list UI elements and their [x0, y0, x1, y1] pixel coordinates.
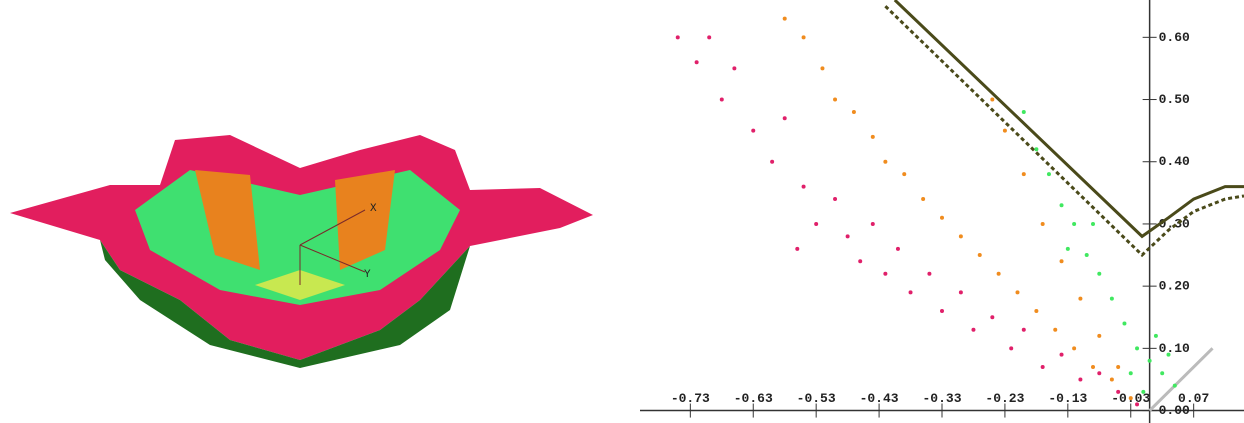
- y-tick-label: 0.20: [1159, 279, 1190, 294]
- point: [732, 66, 736, 70]
- point: [720, 98, 724, 102]
- point: [1122, 321, 1126, 325]
- point: [751, 129, 755, 133]
- point: [1167, 353, 1171, 357]
- point: [1022, 110, 1026, 114]
- point: [676, 35, 680, 39]
- point: [1085, 253, 1089, 257]
- point: [997, 272, 1001, 276]
- point: [940, 216, 944, 220]
- point: [1003, 129, 1007, 133]
- point: [1129, 396, 1133, 400]
- x-tick-label: -0.43: [860, 391, 899, 406]
- point: [1097, 272, 1101, 276]
- point: [783, 17, 787, 21]
- point: [1116, 390, 1120, 394]
- point: [820, 66, 824, 70]
- point: [707, 35, 711, 39]
- point: [1060, 353, 1064, 357]
- point: [896, 247, 900, 251]
- y-tick-label: 0.60: [1159, 30, 1190, 45]
- x-tick-label: -0.33: [922, 391, 961, 406]
- point: [1022, 172, 1026, 176]
- point: [1110, 297, 1114, 301]
- point: [1097, 371, 1101, 375]
- x-tick-label: -0.23: [985, 391, 1024, 406]
- point: [1129, 371, 1133, 375]
- x-tick-label: -0.13: [1048, 391, 1087, 406]
- point: [1041, 222, 1045, 226]
- point: [770, 160, 774, 164]
- point: [1141, 390, 1145, 394]
- point: [990, 98, 994, 102]
- point: [1034, 147, 1038, 151]
- point: [833, 197, 837, 201]
- point: [1116, 365, 1120, 369]
- point: [1091, 222, 1095, 226]
- point: [833, 98, 837, 102]
- point: [695, 60, 699, 64]
- point: [1022, 328, 1026, 332]
- y-tick-label: 0.10: [1159, 341, 1190, 356]
- point: [858, 259, 862, 263]
- point: [795, 247, 799, 251]
- point: [940, 309, 944, 313]
- point: [1060, 203, 1064, 207]
- point: [902, 172, 906, 176]
- point: [1053, 328, 1057, 332]
- y-tick-label: 0.50: [1159, 92, 1190, 107]
- point: [1135, 402, 1139, 406]
- point: [802, 35, 806, 39]
- point: [1047, 172, 1051, 176]
- point: [871, 222, 875, 226]
- point: [871, 135, 875, 139]
- point: [1091, 365, 1095, 369]
- point: [1060, 259, 1064, 263]
- point: [1041, 365, 1045, 369]
- point: [927, 272, 931, 276]
- point: [1135, 346, 1139, 350]
- point: [1072, 222, 1076, 226]
- x-tick-label: -0.63: [734, 391, 773, 406]
- point: [990, 315, 994, 319]
- chart: -0.73-0.63-0.53-0.43-0.33-0.23-0.13-0.03…: [640, 0, 1244, 423]
- point: [1066, 247, 1070, 251]
- point: [1160, 371, 1164, 375]
- point: [921, 197, 925, 201]
- screen: X Y -0.73-0.63-0.53-0.43-0.33-0.23-0.13-…: [0, 0, 1244, 423]
- point: [783, 116, 787, 120]
- point: [1078, 297, 1082, 301]
- point: [909, 290, 913, 294]
- point: [883, 160, 887, 164]
- point: [1148, 359, 1152, 363]
- point: [852, 110, 856, 114]
- point: [1078, 377, 1082, 381]
- point: [883, 272, 887, 276]
- point: [1009, 346, 1013, 350]
- point: [1016, 290, 1020, 294]
- point: [814, 222, 818, 226]
- point: [978, 253, 982, 257]
- point: [1072, 346, 1076, 350]
- axis-label: Y: [364, 269, 371, 281]
- y-tick-label: 0.40: [1159, 154, 1190, 169]
- point: [959, 234, 963, 238]
- point: [959, 290, 963, 294]
- point: [1110, 377, 1114, 381]
- y-tick-label: 0.00: [1159, 403, 1190, 418]
- point: [802, 185, 806, 189]
- point: [846, 234, 850, 238]
- point: [1173, 384, 1177, 388]
- x-tick-label: -0.73: [671, 391, 710, 406]
- limit-curve: [895, 0, 1244, 236]
- part-render: X Y: [0, 0, 630, 423]
- point: [971, 328, 975, 332]
- point: [1034, 309, 1038, 313]
- axis-label: X: [370, 203, 377, 215]
- point: [1097, 334, 1101, 338]
- point: [1154, 334, 1158, 338]
- x-tick-label: -0.53: [797, 391, 836, 406]
